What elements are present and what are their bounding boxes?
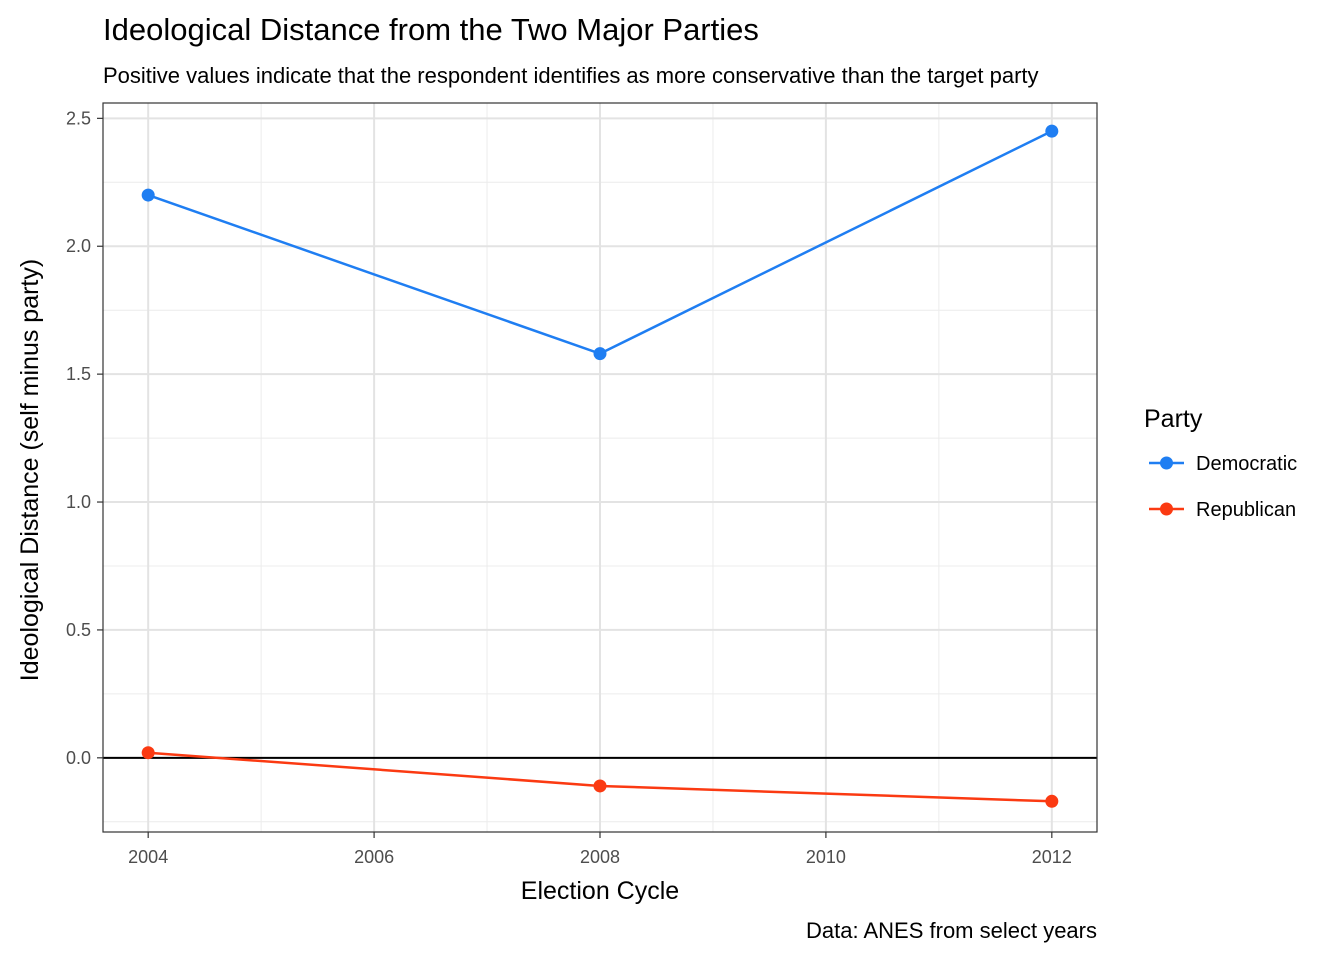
- legend-label-democratic: Democratic: [1196, 453, 1297, 475]
- legend-item-democratic: Democratic: [1149, 453, 1297, 475]
- series-points: [141, 124, 1059, 808]
- y-tick-label: 2.0: [66, 236, 91, 256]
- point-republican-2004: [141, 746, 155, 760]
- y-tick-label: 0.5: [66, 620, 91, 640]
- x-axis-title: Election Cycle: [521, 877, 679, 905]
- point-republican-2008: [593, 779, 607, 793]
- chart-caption: Data: ANES from select years: [806, 918, 1097, 943]
- y-tick-label: 2.5: [66, 108, 91, 128]
- chart-title: Ideological Distance from the Two Major …: [103, 12, 759, 47]
- legend: Democratic Republican: [1149, 453, 1297, 521]
- x-tick-label: 2004: [128, 847, 168, 867]
- y-axis-ticks: 0.0 0.5 1.0 1.5 2.0 2.5: [66, 108, 103, 768]
- legend-item-republican: Republican: [1149, 499, 1296, 521]
- x-axis-ticks: 2004 2006 2008 2010 2012: [128, 832, 1072, 867]
- y-axis-title: Ideological Distance (self minus party): [16, 259, 44, 681]
- chart-subtitle: Positive values indicate that the respon…: [103, 63, 1039, 88]
- legend-title: Party: [1144, 405, 1203, 433]
- legend-key-point: [1160, 502, 1173, 516]
- y-tick-label: 1.0: [66, 492, 91, 512]
- x-tick-label: 2010: [806, 847, 846, 867]
- point-democratic-2012: [1045, 124, 1059, 138]
- point-republican-2012: [1045, 794, 1059, 808]
- point-democratic-2004: [141, 188, 155, 202]
- legend-label-republican: Republican: [1196, 499, 1296, 521]
- y-tick-label: 1.5: [66, 364, 91, 384]
- x-tick-label: 2006: [354, 847, 394, 867]
- x-tick-label: 2012: [1032, 847, 1072, 867]
- legend-key-point: [1160, 456, 1173, 470]
- point-democratic-2008: [593, 347, 607, 361]
- y-tick-label: 0.0: [66, 748, 91, 768]
- x-tick-label: 2008: [580, 847, 620, 867]
